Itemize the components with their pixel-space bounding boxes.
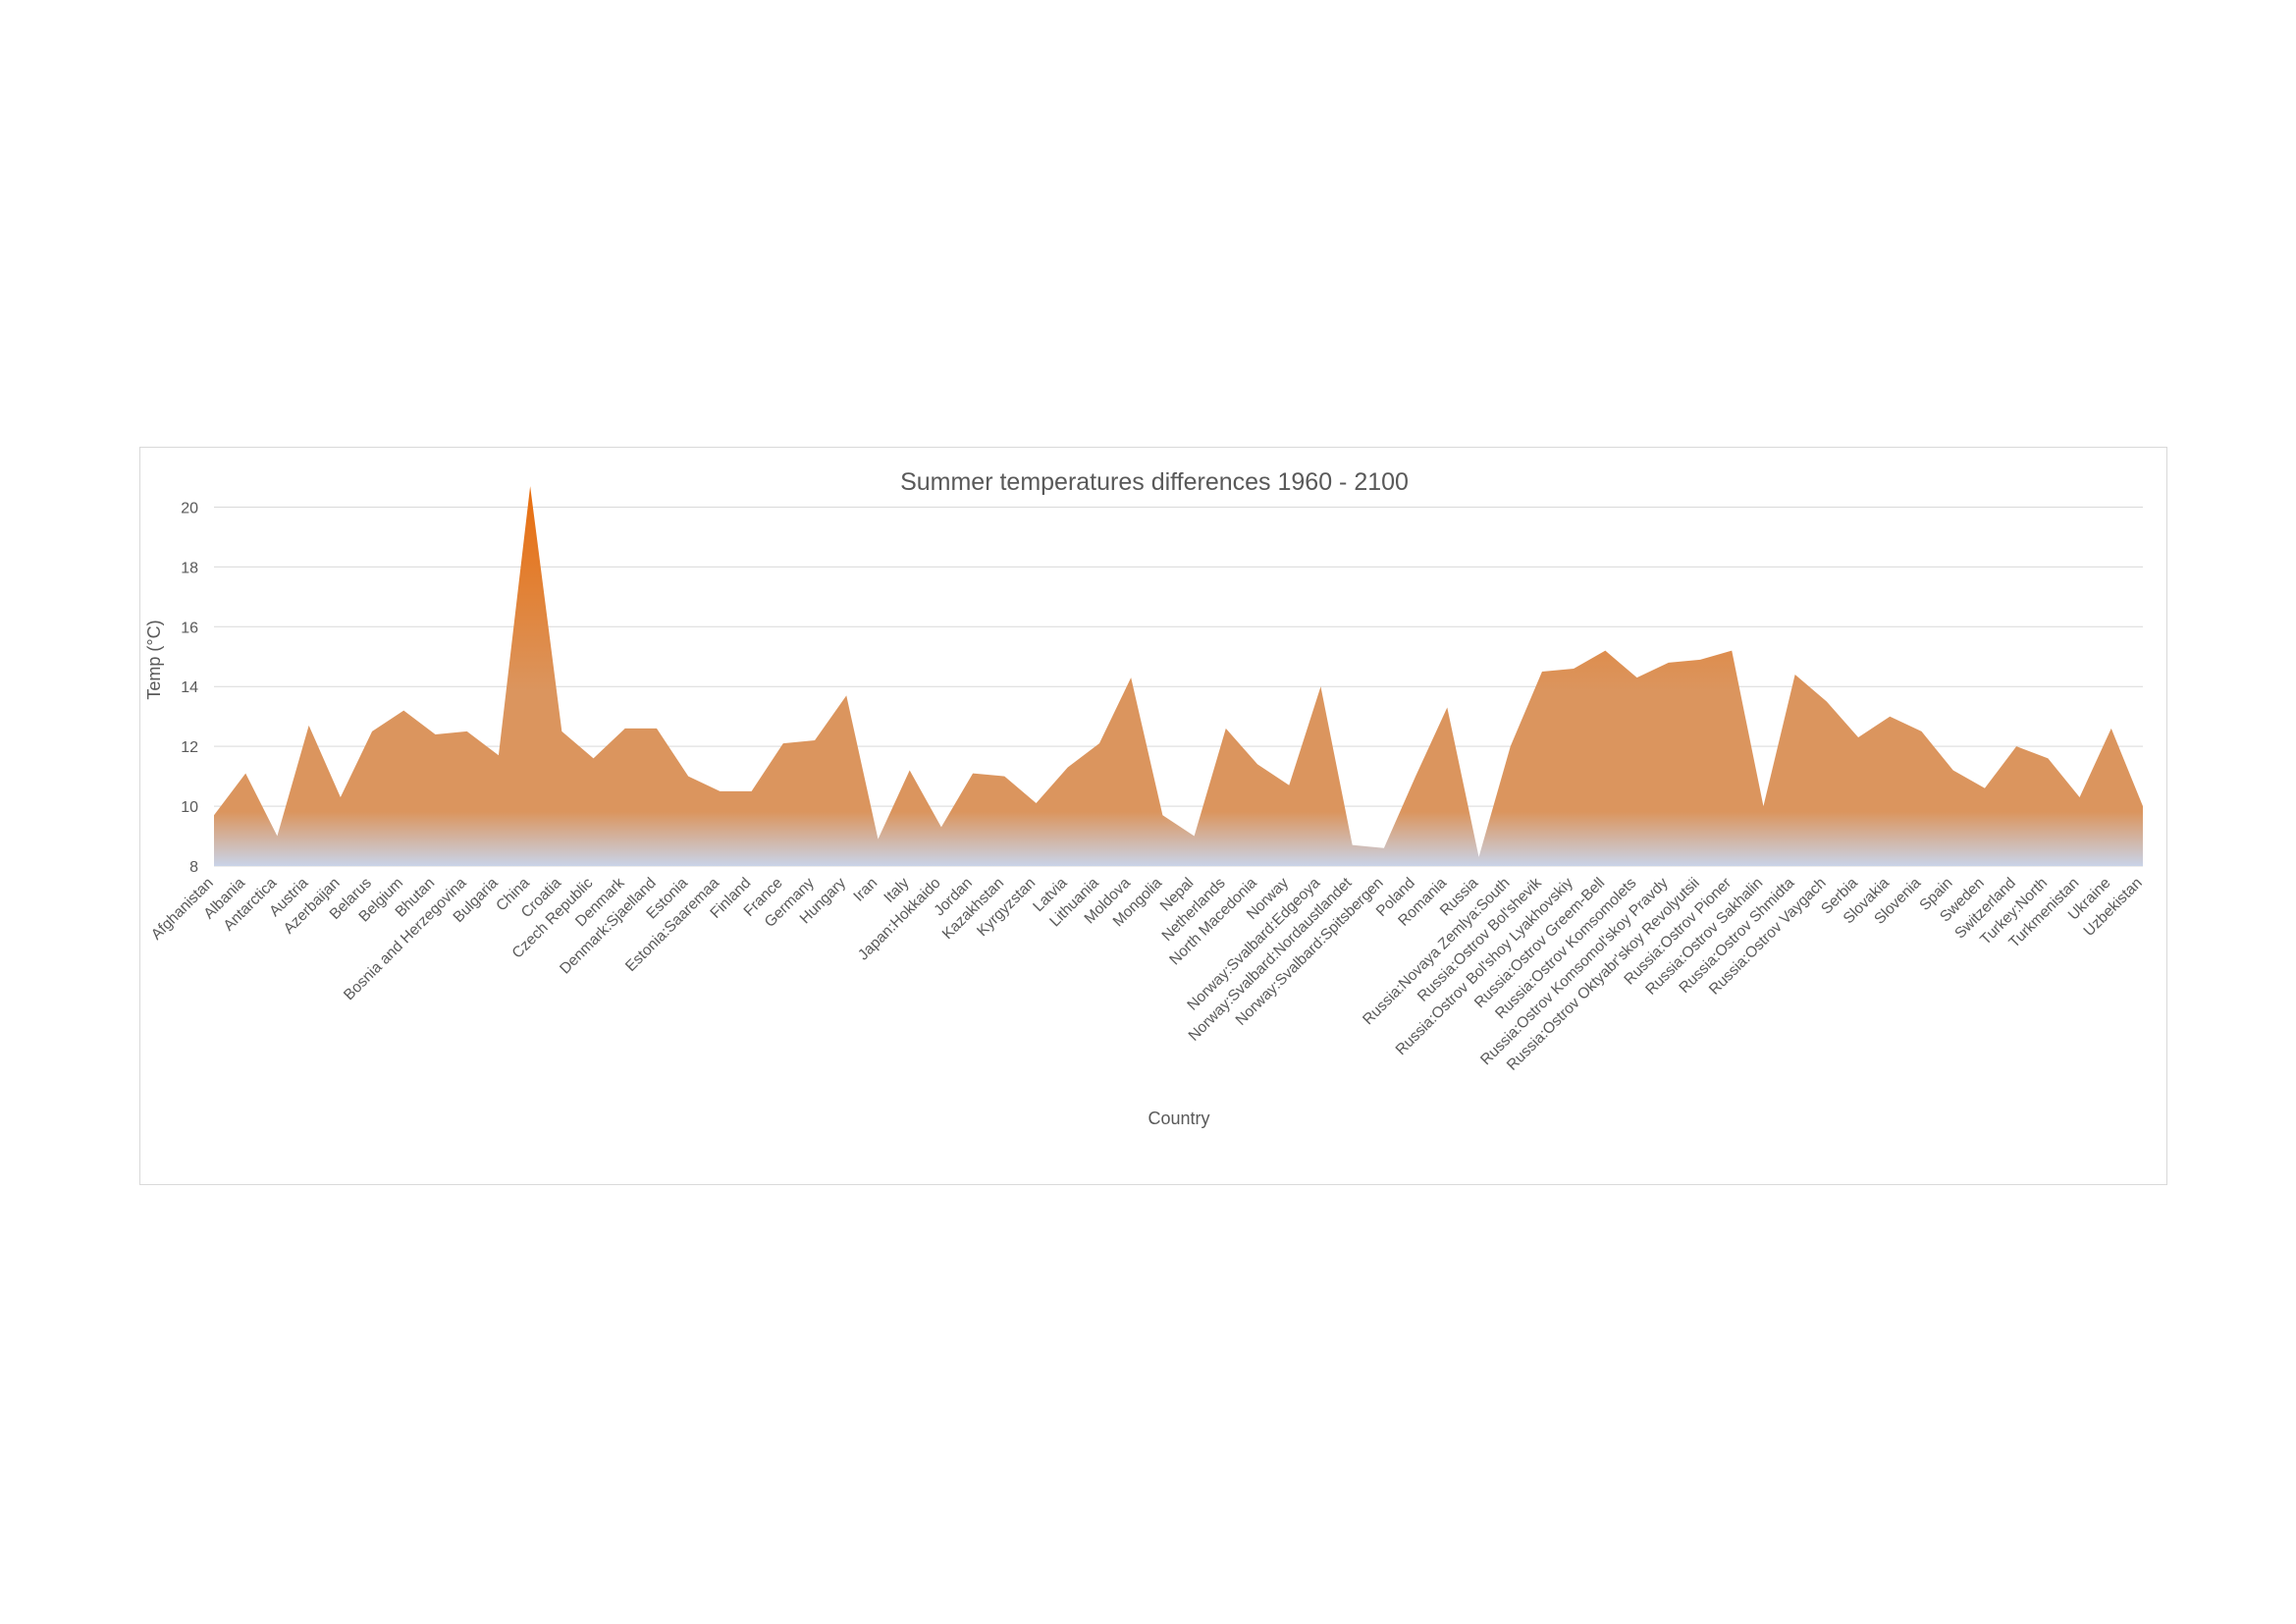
y-axis-ticks: 8 10 12 14 16 18 20	[181, 500, 198, 876]
chart-title: Summer temperatures differences 1960 - 2…	[900, 468, 1409, 496]
y-tick-label: 12	[181, 739, 198, 756]
area-chart: Summer temperatures differences 1960 - 2…	[144, 468, 2146, 1128]
x-axis-categories: AfghanistanAlbaniaAntarcticaAustriaAzerb…	[148, 874, 2146, 1073]
y-tick-label: 18	[181, 560, 198, 576]
y-tick-label: 14	[181, 679, 198, 696]
chart-frame: Summer temperatures differences 1960 - 2…	[139, 447, 2167, 1185]
area-series	[214, 486, 2143, 866]
y-axis-title: Temp (°C)	[144, 620, 164, 699]
y-tick-label: 20	[181, 500, 198, 516]
x-category-label: Iran	[850, 875, 881, 905]
y-tick-label: 8	[189, 859, 198, 876]
y-tick-label: 16	[181, 620, 198, 636]
y-tick-label: 10	[181, 799, 198, 816]
x-axis-title: Country	[1148, 1109, 1209, 1128]
